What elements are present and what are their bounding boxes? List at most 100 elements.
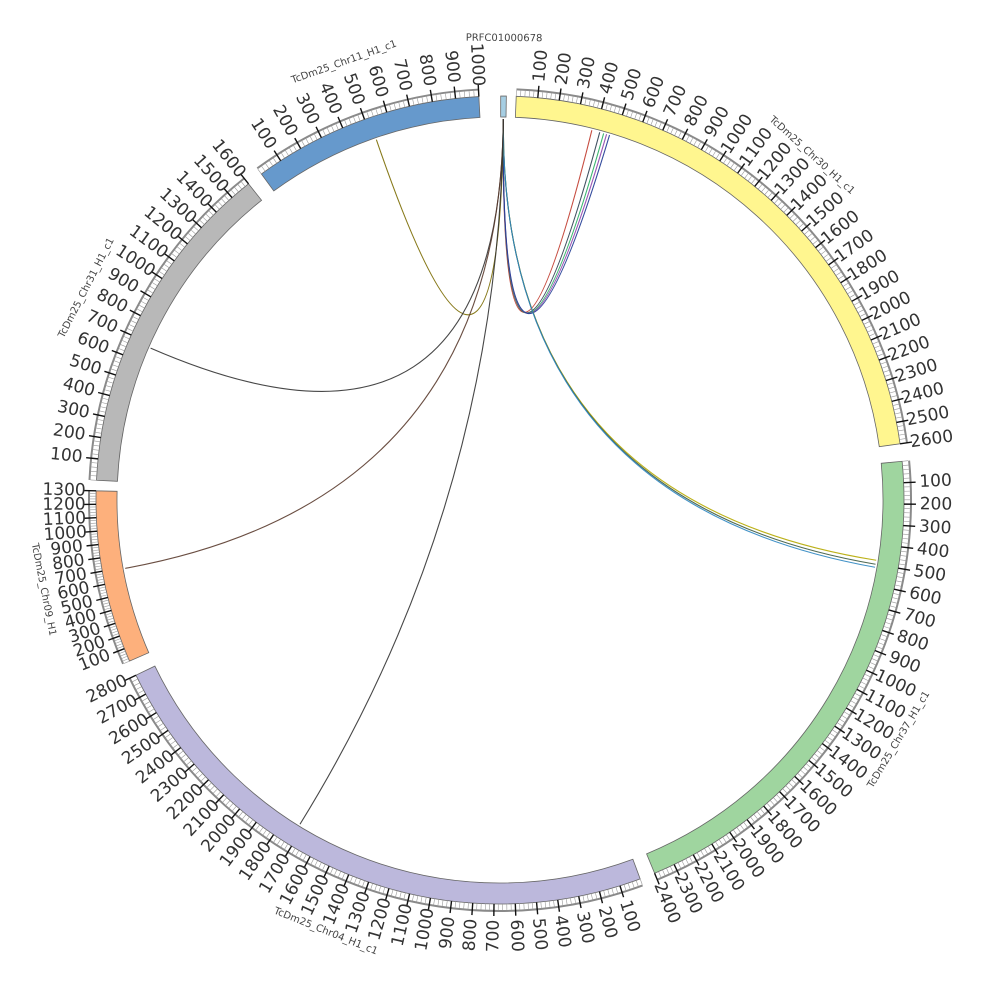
minor-tick xyxy=(833,268,839,273)
minor-tick xyxy=(143,297,149,301)
minor-tick xyxy=(860,681,867,685)
minor-tick xyxy=(412,894,415,901)
minor-tick xyxy=(588,99,591,106)
major-tick xyxy=(579,92,584,105)
links-layer xyxy=(125,119,877,825)
major-tick xyxy=(662,118,669,131)
minor-tick xyxy=(208,210,214,216)
minor-tick xyxy=(791,779,797,784)
minor-tick xyxy=(121,655,128,659)
minor-tick xyxy=(792,217,798,222)
minor-tick xyxy=(613,106,617,113)
minor-tick xyxy=(722,836,727,843)
minor-tick xyxy=(144,701,151,705)
minor-tick xyxy=(708,148,713,155)
minor-tick xyxy=(879,638,886,641)
tick-label: 900 xyxy=(440,49,463,83)
minor-tick xyxy=(626,110,629,117)
minor-tick xyxy=(215,204,220,210)
minor-tick xyxy=(174,250,180,255)
minor-tick xyxy=(718,839,723,845)
major-tick xyxy=(840,275,852,284)
minor-tick xyxy=(843,711,850,716)
minor-tick xyxy=(740,824,745,830)
minor-tick xyxy=(592,100,595,107)
major-tick xyxy=(893,588,906,593)
major-tick xyxy=(223,188,233,199)
tick-label: 200 xyxy=(594,904,621,940)
minor-tick xyxy=(666,868,670,874)
minor-tick xyxy=(181,753,187,759)
minor-tick xyxy=(697,142,701,148)
major-tick xyxy=(903,524,916,528)
minor-tick xyxy=(114,638,121,641)
minor-tick xyxy=(707,846,712,852)
minor-tick xyxy=(198,773,203,778)
minor-tick xyxy=(245,816,250,822)
major-tick xyxy=(337,116,344,129)
minor-tick xyxy=(785,785,791,791)
minor-tick xyxy=(108,620,115,623)
minor-tick xyxy=(824,739,830,744)
minor-tick xyxy=(869,333,875,337)
minor-tick xyxy=(435,94,438,101)
minor-tick xyxy=(199,220,205,225)
minor-tick xyxy=(658,871,662,878)
minor-tick xyxy=(350,876,353,882)
minor-tick xyxy=(291,848,296,854)
minor-tick xyxy=(161,267,168,272)
minor-tick xyxy=(874,345,880,349)
major-tick xyxy=(207,203,217,213)
major-tick xyxy=(815,239,826,249)
minor-tick xyxy=(852,696,859,701)
major-tick xyxy=(453,86,457,99)
tick-label: 300 xyxy=(572,910,598,946)
minor-tick xyxy=(94,440,101,443)
minor-tick xyxy=(804,230,810,235)
minor-tick xyxy=(115,640,122,644)
major-tick xyxy=(145,711,157,720)
minor-tick xyxy=(100,591,107,594)
minor-tick xyxy=(774,198,779,204)
minor-tick xyxy=(898,433,905,436)
minor-tick xyxy=(192,767,198,772)
minor-tick xyxy=(631,881,635,888)
major-tick xyxy=(240,173,250,185)
major-tick xyxy=(140,290,152,298)
minor-tick xyxy=(839,718,845,723)
minor-tick xyxy=(899,559,906,561)
minor-tick xyxy=(166,260,172,265)
major-tick xyxy=(248,821,257,833)
minor-tick xyxy=(362,880,365,887)
minor-tick xyxy=(858,685,865,689)
minor-tick xyxy=(740,170,745,176)
minor-tick xyxy=(459,91,461,98)
minor-tick xyxy=(127,328,134,332)
minor-tick xyxy=(185,236,191,241)
ideogram-layer xyxy=(95,95,905,905)
minor-tick xyxy=(123,660,130,664)
minor-tick xyxy=(546,92,548,99)
minor-tick xyxy=(823,254,829,259)
minor-tick xyxy=(99,586,106,589)
minor-tick xyxy=(902,460,909,462)
minor-tick xyxy=(122,658,129,662)
minor-tick xyxy=(877,353,884,357)
minor-tick xyxy=(348,118,352,125)
minor-tick xyxy=(730,163,735,169)
minor-tick xyxy=(112,364,119,368)
minor-tick xyxy=(342,872,345,879)
major-tick xyxy=(359,107,366,120)
minor-tick xyxy=(102,397,109,401)
major-tick xyxy=(557,899,561,912)
minor-tick xyxy=(188,233,194,238)
minor-tick xyxy=(330,867,334,874)
minor-tick xyxy=(129,324,135,328)
tick-label: 1000 xyxy=(43,522,88,545)
minor-tick xyxy=(309,136,314,143)
minor-tick xyxy=(103,602,110,605)
minor-tick xyxy=(96,573,103,576)
minor-tick xyxy=(635,880,639,887)
minor-tick xyxy=(548,900,551,907)
minor-tick xyxy=(191,229,196,235)
